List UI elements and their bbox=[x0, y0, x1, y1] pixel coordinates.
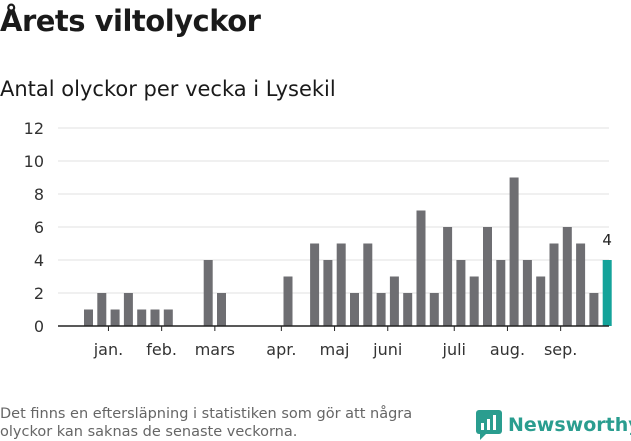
bar bbox=[137, 309, 147, 326]
bar bbox=[509, 177, 519, 326]
bar bbox=[310, 243, 320, 326]
x-tick-label: jan. bbox=[93, 340, 123, 359]
x-tick-label: maj bbox=[320, 340, 350, 359]
bar bbox=[456, 260, 466, 326]
bar bbox=[97, 293, 107, 326]
x-tick-label: sep. bbox=[544, 340, 577, 359]
bar bbox=[203, 260, 213, 326]
bar bbox=[403, 293, 413, 326]
x-tick-label: juni bbox=[372, 340, 402, 359]
chart-subtitle: Antal olyckor per vecka i Lysekil bbox=[0, 77, 336, 101]
y-tick-label: 10 bbox=[24, 152, 44, 171]
y-tick-label: 6 bbox=[34, 218, 44, 237]
bar bbox=[589, 293, 599, 326]
footnote: Det finns en eftersläpning i statistiken… bbox=[0, 406, 413, 440]
y-tick-label: 2 bbox=[34, 284, 44, 303]
bar bbox=[376, 293, 386, 326]
x-tick-label: apr. bbox=[266, 340, 296, 359]
x-tick-label: feb. bbox=[146, 340, 177, 359]
bar bbox=[123, 293, 133, 326]
bar bbox=[110, 309, 120, 326]
y-tick-label: 4 bbox=[34, 251, 44, 270]
x-tick-label: aug. bbox=[490, 340, 525, 359]
chart-title: Årets viltolyckor bbox=[0, 4, 261, 38]
bar bbox=[323, 260, 333, 326]
data-label: 4 bbox=[602, 231, 612, 249]
newsworthy-logo: Newsworthy bbox=[476, 410, 631, 440]
data-labels: 4 bbox=[602, 231, 612, 249]
bar bbox=[84, 309, 93, 326]
x-tick-label: mars bbox=[195, 340, 235, 359]
bar bbox=[363, 243, 373, 326]
bar-chart: 0 2 4 6 8 10 12 jan. feb. mars apr. maj juni juli aug… bbox=[24, 119, 612, 359]
bar bbox=[562, 227, 572, 326]
y-tick-label: 0 bbox=[34, 317, 44, 336]
x-axis bbox=[58, 325, 609, 331]
y-tick-label: 8 bbox=[34, 185, 44, 204]
bar bbox=[483, 227, 492, 326]
bar bbox=[416, 210, 426, 326]
bar bbox=[217, 293, 226, 326]
bar-highlight bbox=[602, 260, 612, 326]
chat-chart-icon bbox=[476, 410, 502, 440]
bar bbox=[336, 243, 346, 326]
bars bbox=[84, 177, 612, 326]
bar bbox=[576, 243, 586, 326]
bar bbox=[389, 276, 399, 326]
bar bbox=[429, 293, 439, 326]
bar bbox=[536, 276, 546, 326]
bar bbox=[469, 276, 479, 326]
x-tick-labels: jan. feb. mars apr. maj juni juli aug. sep. bbox=[93, 340, 578, 359]
brand-name: Newsworthy bbox=[508, 414, 631, 436]
x-tick-label: juli bbox=[442, 340, 466, 359]
bar bbox=[350, 293, 359, 326]
bar bbox=[549, 243, 559, 326]
y-tick-labels: 0 2 4 6 8 10 12 bbox=[24, 119, 44, 336]
bar bbox=[522, 260, 532, 326]
y-tick-label: 12 bbox=[24, 119, 44, 138]
bar bbox=[163, 309, 173, 326]
bar bbox=[150, 309, 160, 326]
bar bbox=[496, 260, 506, 326]
bar bbox=[283, 276, 293, 326]
bar bbox=[443, 227, 453, 326]
